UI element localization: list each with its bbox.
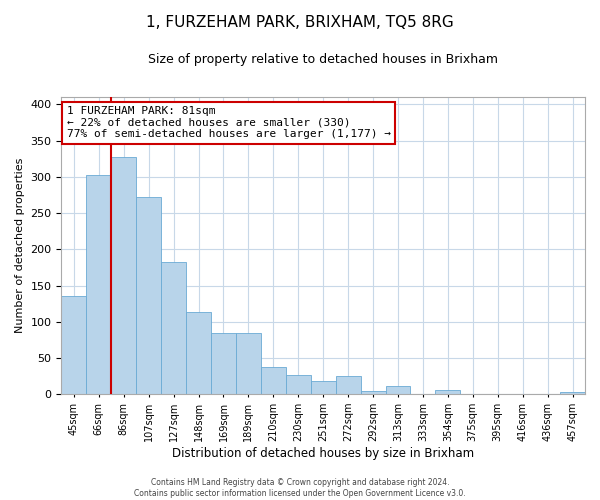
Text: 1 FURZEHAM PARK: 81sqm
← 22% of detached houses are smaller (330)
77% of semi-de: 1 FURZEHAM PARK: 81sqm ← 22% of detached… (67, 106, 391, 140)
Bar (136, 197, 161, 394)
Bar (361, 390, 386, 394)
X-axis label: Distribution of detached houses by size in Brixham: Distribution of detached houses by size … (172, 447, 474, 460)
Bar (386, 386, 410, 394)
Bar (236, 334, 261, 394)
Bar (436, 390, 460, 394)
Text: 1, FURZEHAM PARK, BRIXHAM, TQ5 8RG: 1, FURZEHAM PARK, BRIXHAM, TQ5 8RG (146, 15, 454, 30)
Bar (86, 175, 111, 394)
Bar (186, 312, 211, 394)
Text: Contains HM Land Registry data © Crown copyright and database right 2024.
Contai: Contains HM Land Registry data © Crown c… (134, 478, 466, 498)
Bar (111, 158, 136, 394)
Bar (211, 334, 236, 394)
Bar (286, 374, 311, 394)
Title: Size of property relative to detached houses in Brixham: Size of property relative to detached ho… (148, 52, 498, 66)
Bar (61, 296, 86, 394)
Bar (335, 376, 361, 394)
Bar (161, 262, 186, 394)
Y-axis label: Number of detached properties: Number of detached properties (15, 158, 25, 334)
Bar (560, 392, 585, 394)
Bar (311, 382, 335, 394)
Bar (261, 367, 286, 394)
